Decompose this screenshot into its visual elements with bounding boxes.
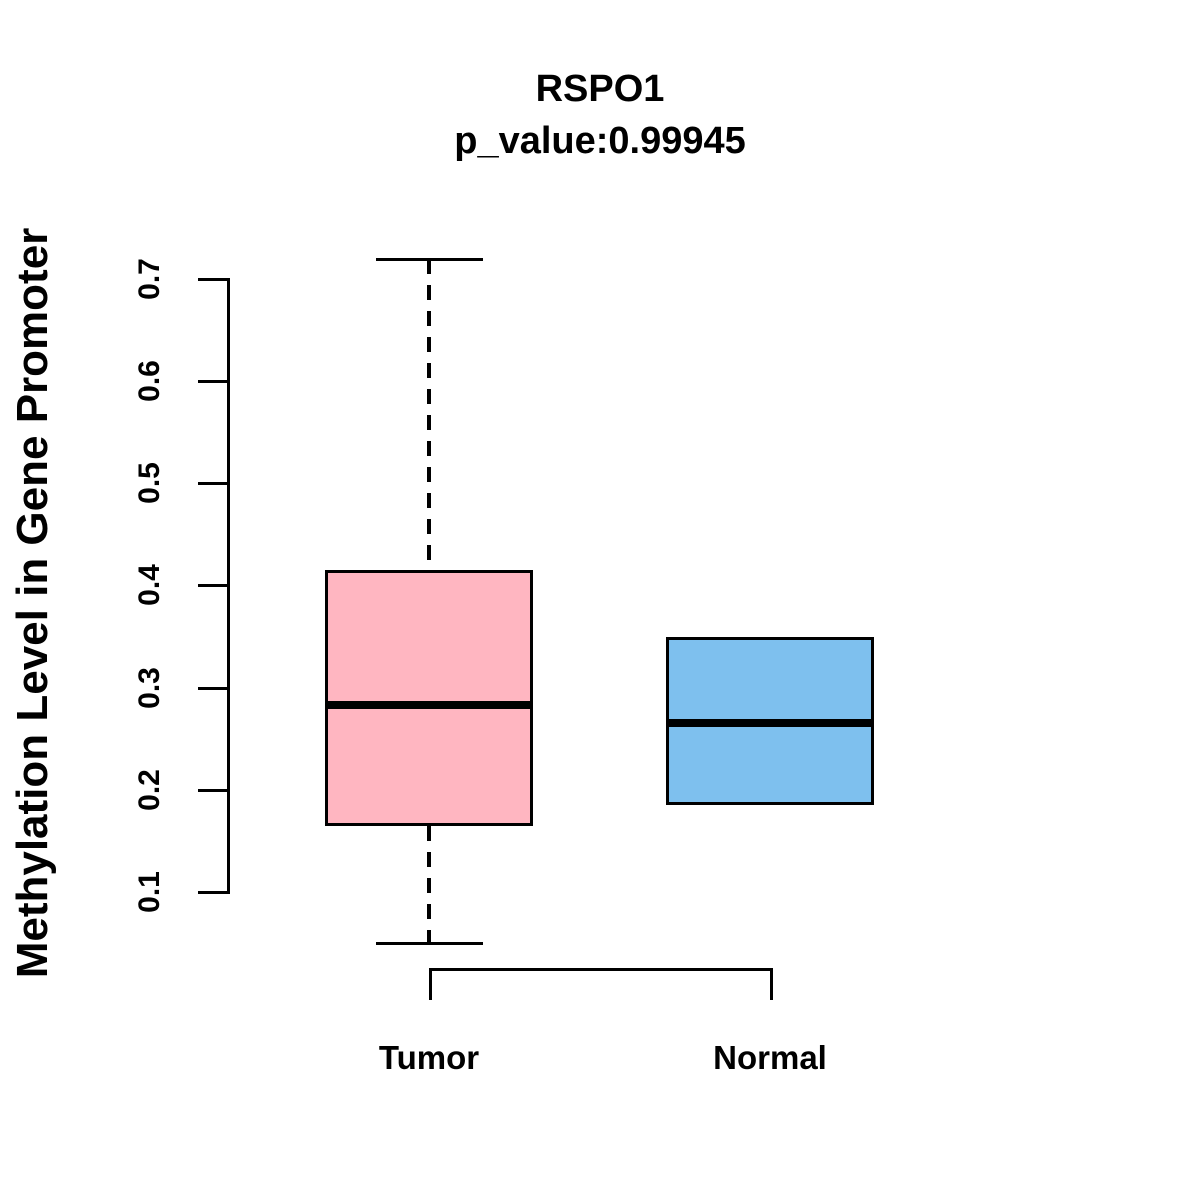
whisker-line-upper-tumor (427, 258, 431, 571)
x-axis-bracket (429, 968, 773, 971)
whisker-cap-upper-tumor (375, 257, 483, 261)
y-tick-label: 0.7 (133, 258, 166, 300)
x-axis-bracket-tick-right (770, 968, 773, 1000)
y-tick-label: 0.6 (133, 360, 166, 403)
y-tick-label: 0.1 (133, 871, 166, 913)
y-axis-tick (198, 686, 228, 690)
y-axis-tick (198, 482, 228, 486)
y-axis-tick (198, 891, 228, 894)
median-line-normal (666, 719, 874, 728)
whisker-line-lower-tumor (427, 825, 431, 944)
y-axis-line (227, 277, 230, 894)
whisker-cap-lower-tumor (375, 942, 483, 946)
chart-title: RSPO1 (535, 68, 665, 110)
box-tumor (325, 570, 533, 826)
y-axis-tick (198, 788, 228, 792)
x-axis-bracket-tick-left (429, 968, 432, 1000)
y-tick-label: 0.4 (133, 564, 166, 607)
median-line-tumor (325, 701, 533, 710)
chart-subtitle-pvalue: p_value:0.99945 (454, 120, 746, 162)
category-label-normal: Normal (713, 1039, 827, 1076)
category-label-tumor: Tumor (378, 1039, 480, 1076)
y-axis-tick (198, 380, 228, 384)
y-axis-tick (198, 277, 228, 281)
y-axis-tick (198, 584, 228, 588)
y-tick-label: 0.3 (133, 666, 166, 709)
y-tick-label: 0.5 (133, 462, 166, 505)
y-tick-label: 0.2 (133, 768, 166, 811)
